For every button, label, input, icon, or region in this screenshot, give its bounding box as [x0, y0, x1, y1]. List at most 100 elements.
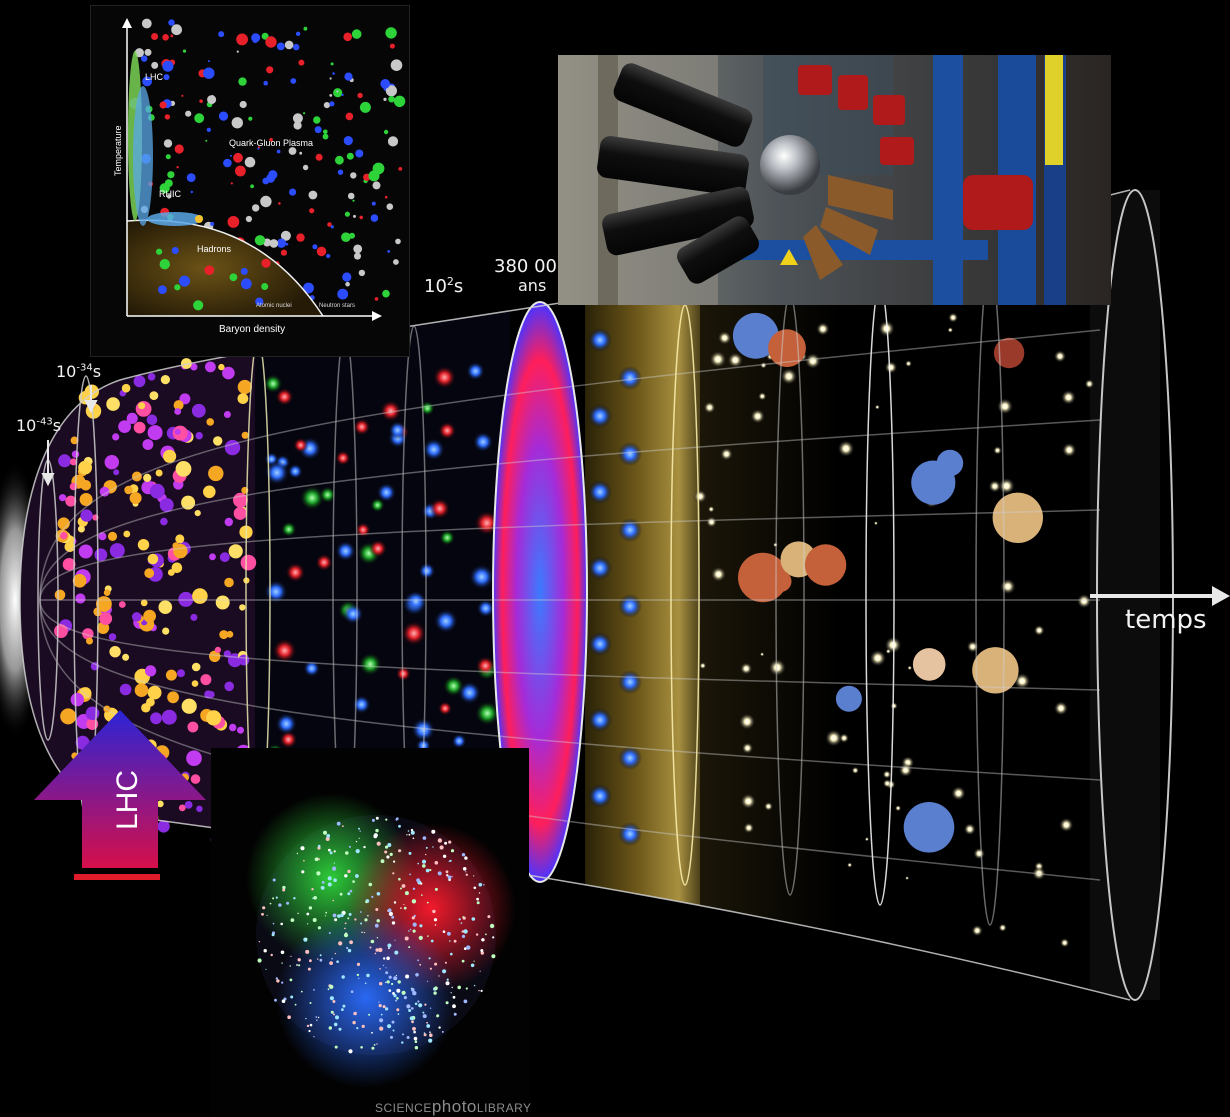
qgp-particle: [206, 127, 211, 132]
qgp-particle: [351, 29, 362, 39]
plasma-particle: [200, 674, 212, 686]
qgp-particle: [218, 111, 229, 121]
speck: [316, 1019, 318, 1021]
star: [693, 489, 708, 504]
qgp-particle: [341, 93, 344, 97]
plasma-particle: [62, 558, 76, 571]
plasma-particle: [124, 485, 133, 495]
hadron-particle: [156, 248, 163, 255]
qgp-particle: [162, 34, 169, 41]
speck: [413, 914, 416, 917]
star: [768, 658, 787, 677]
speck: [345, 851, 349, 855]
speck: [478, 989, 480, 992]
star: [741, 742, 754, 754]
speck: [385, 1007, 389, 1011]
qgp-particle: [162, 60, 174, 72]
plasma-particle: [219, 552, 230, 563]
speck: [332, 1000, 336, 1003]
qgp-particle: [398, 167, 403, 171]
speck: [278, 903, 282, 907]
qgp-particle: [261, 32, 269, 40]
star: [864, 837, 870, 842]
star: [1061, 442, 1077, 458]
qgp-particle: [368, 170, 380, 182]
speck: [385, 981, 387, 984]
speck: [379, 982, 383, 986]
plasma-particle: [80, 509, 93, 522]
speck: [417, 959, 419, 962]
star: [1032, 866, 1046, 881]
qgp-particle: [260, 195, 272, 208]
star: [882, 778, 892, 788]
qgp-particle: [269, 239, 279, 248]
speck: [404, 936, 409, 941]
speck: [395, 818, 398, 821]
speck: [429, 1033, 433, 1037]
speck: [388, 947, 390, 950]
qgp-particle: [342, 272, 352, 282]
speck: [352, 880, 355, 883]
speck: [326, 834, 331, 838]
speck: [333, 1013, 335, 1016]
star: [998, 923, 1007, 932]
nucleon-particle: [475, 656, 496, 676]
speck: [465, 873, 468, 876]
qgp-particle: [284, 40, 294, 50]
star: [804, 352, 822, 370]
speck: [328, 1026, 332, 1030]
plasma-particle: [181, 358, 192, 369]
plasma-particle: [181, 495, 196, 510]
qgp-particle: [194, 113, 205, 124]
speck: [433, 991, 437, 995]
speck: [347, 917, 350, 920]
speck: [466, 945, 471, 950]
star: [727, 352, 744, 368]
speck: [328, 848, 331, 852]
speck: [461, 934, 466, 938]
speck: [461, 853, 466, 857]
plasma-particle: [190, 774, 201, 784]
speck: [462, 916, 465, 918]
nucleon-particle: [437, 701, 453, 716]
plasma-particle: [157, 820, 170, 833]
star: [1033, 624, 1045, 637]
nucleon-particle: [468, 564, 495, 590]
star: [1059, 938, 1070, 948]
qgp-particle: [186, 173, 196, 183]
star: [890, 702, 898, 710]
speck: [402, 1033, 404, 1036]
qgp-particle: [329, 77, 332, 80]
nucleon-particle: [275, 387, 294, 406]
speck: [378, 947, 383, 953]
hadron-particle: [229, 273, 238, 282]
speck: [275, 977, 278, 980]
plasma-particle: [79, 493, 93, 506]
plasma-particle: [223, 411, 231, 418]
speck: [465, 987, 468, 990]
qgp-particle: [181, 94, 184, 97]
qgp-particle: [236, 50, 239, 53]
star: [947, 312, 959, 323]
speck: [334, 918, 338, 922]
plasma-particle: [161, 709, 177, 725]
speck: [428, 1038, 433, 1043]
speck: [483, 884, 485, 886]
speck: [352, 1020, 356, 1025]
atom: [618, 442, 642, 466]
speck: [421, 894, 423, 896]
qgp-label: Quark-Gluon Plasma: [229, 138, 314, 148]
plasma-particle: [171, 562, 183, 574]
speck: [451, 875, 453, 878]
plasma-particle: [109, 646, 121, 658]
qgp-particle: [309, 208, 315, 214]
plasma-particle: [70, 692, 85, 707]
speck: [424, 1003, 427, 1006]
nucleon-particle: [476, 599, 495, 618]
qgp-particle: [298, 59, 305, 66]
speck: [308, 1029, 311, 1033]
nucleon-particle: [287, 463, 303, 479]
rhic-region-label: RHIC: [159, 189, 181, 199]
cosmic-microwave-background: [493, 302, 587, 882]
nucleon-particle: [272, 638, 297, 663]
